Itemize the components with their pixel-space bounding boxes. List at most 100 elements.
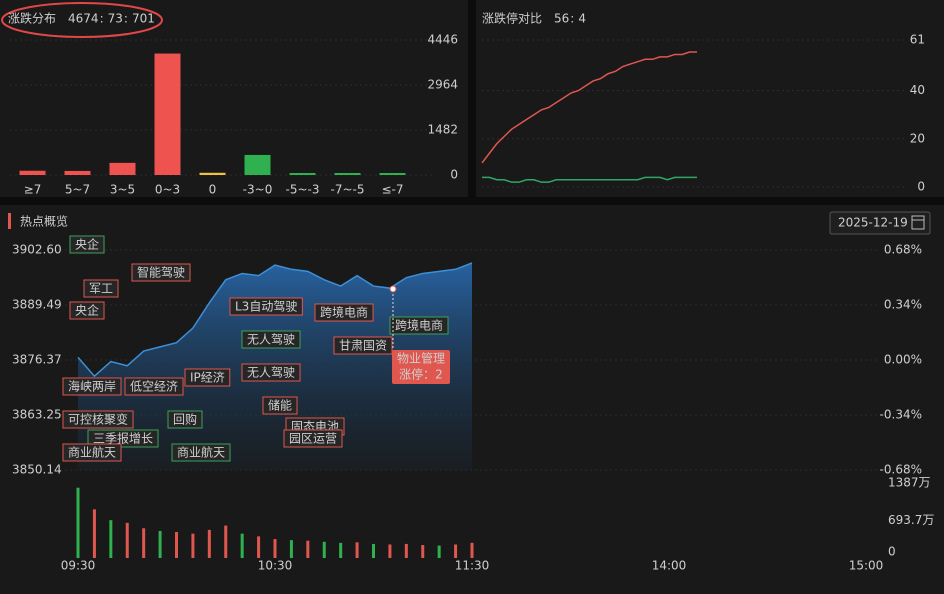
- x-tick-label: ≥7: [24, 183, 42, 197]
- y-tick-label: 3863.25: [12, 408, 62, 422]
- x-tick-label: -5~-3: [286, 183, 320, 197]
- topic-tag[interactable]: [124, 377, 184, 396]
- bar: [379, 173, 406, 175]
- topic-tag[interactable]: [62, 443, 122, 462]
- bar: [334, 173, 361, 175]
- y-tick-label: 61: [910, 33, 925, 47]
- topic-tag-label: 园区运营: [289, 432, 337, 446]
- calendar-icon: [911, 215, 925, 230]
- separator: :: [570, 12, 574, 26]
- topic-tag[interactable]: [389, 316, 449, 335]
- topic-tag-label: 智能驾驶: [137, 265, 185, 280]
- volume-bar: [76, 487, 80, 558]
- bar: [289, 173, 316, 175]
- volume-bar: [273, 539, 277, 558]
- volume-bar: [355, 542, 359, 558]
- summary-count: 56: [554, 12, 569, 26]
- topic-tag[interactable]: [184, 368, 231, 387]
- panel-title: 涨跌停对比: [482, 11, 542, 26]
- summary-count: 4674: [68, 12, 99, 26]
- x-tick-label: 0~3: [155, 183, 180, 197]
- summary-count: 701: [132, 12, 155, 26]
- separator: :: [124, 12, 128, 26]
- topic-tag[interactable]: [69, 301, 105, 320]
- y2-tick-label: -0.68%: [880, 463, 922, 477]
- volume-bar: [125, 522, 129, 558]
- y2-tick-label: 0.68%: [884, 243, 922, 257]
- y-tick-label: 3889.49: [12, 297, 62, 311]
- topic-tag[interactable]: [87, 429, 159, 448]
- volume-bar: [470, 542, 474, 558]
- x-tick-label: 15:00: [849, 559, 884, 573]
- volume-bar: [175, 532, 178, 558]
- series-line: [481, 51, 697, 164]
- x-tick-label: 09:30: [61, 559, 96, 573]
- topic-tag[interactable]: [167, 410, 203, 429]
- topic-tag-label: IP经济: [190, 370, 225, 385]
- topic-tag[interactable]: [171, 443, 231, 462]
- topic-tag[interactable]: [262, 396, 298, 415]
- volume-bar: [404, 543, 408, 558]
- panel: [0, 0, 468, 197]
- topic-tag[interactable]: [62, 377, 122, 396]
- topic-tag-label: 央企: [75, 237, 99, 252]
- volume-tick-label: 0: [888, 545, 896, 559]
- summary-count: 73: [108, 12, 123, 26]
- volume-bar: [142, 528, 146, 558]
- x-tick-label: 11:30: [455, 559, 490, 573]
- volume-bar: [92, 509, 96, 558]
- topic-tag-label: 军工: [89, 282, 113, 296]
- topic-tag-label: 商业航天: [177, 445, 225, 460]
- x-tick-label: -7~-5: [331, 183, 365, 197]
- volume-bar: [339, 542, 343, 558]
- y-tick-label: 3850.14: [12, 463, 62, 477]
- x-tick-label: 5~7: [65, 183, 90, 197]
- topic-tag[interactable]: [241, 363, 301, 382]
- popup-text: 涨停：2: [399, 367, 443, 382]
- summary-count: 4: [578, 12, 586, 26]
- popup-title: 物业管理: [397, 351, 445, 366]
- x-tick-label: 10:30: [258, 559, 293, 573]
- topic-tag[interactable]: [83, 279, 119, 298]
- y-tick-label: 3876.37: [12, 353, 62, 367]
- volume-bar: [454, 544, 458, 558]
- y-tick-label: 4446: [427, 33, 458, 47]
- bar: [154, 53, 181, 175]
- volume-tick-label: 693.7万: [888, 513, 934, 527]
- volume-bar: [158, 530, 162, 558]
- volume-bar: [240, 533, 244, 558]
- volume-bar: [109, 520, 113, 558]
- bar: [19, 170, 46, 175]
- y-tick-label: 0: [450, 168, 458, 182]
- topic-tag[interactable]: [69, 235, 105, 254]
- y2-tick-label: 0.34%: [884, 298, 922, 312]
- x-tick-label: 14:00: [652, 559, 687, 573]
- date-picker[interactable]: [829, 211, 931, 235]
- topic-tag[interactable]: [131, 263, 191, 282]
- topic-tag-label: L3自动驾驶: [235, 299, 297, 314]
- topic-tag-label: 三季报增长: [93, 431, 153, 446]
- topic-tag[interactable]: [229, 297, 303, 316]
- y2-tick-label: 0.00%: [884, 353, 922, 367]
- topic-tag[interactable]: [62, 410, 134, 429]
- volume-tick-label: 1387万: [888, 476, 931, 490]
- date: 2025-12-19: [838, 216, 908, 230]
- volume-bar: [322, 541, 326, 558]
- topic-tag-label: 商业航天: [68, 445, 116, 460]
- volume-bar: [257, 536, 261, 558]
- volume-bar: [437, 545, 441, 558]
- topic-tag[interactable]: [241, 330, 301, 349]
- popup: [392, 350, 450, 384]
- x-tick-label: 0: [209, 183, 217, 197]
- topic-tag-label: 央企: [75, 303, 99, 318]
- marker-dot: [389, 285, 397, 293]
- topic-tag[interactable]: [283, 429, 343, 448]
- title-accent: [8, 213, 11, 229]
- topic-tag[interactable]: [333, 336, 393, 355]
- topic-tag-label: 储能: [268, 398, 292, 413]
- topic-tag[interactable]: [314, 303, 374, 322]
- y2-tick-label: -0.34%: [880, 408, 922, 422]
- index-line: [77, 262, 473, 378]
- volume-bar: [224, 525, 228, 558]
